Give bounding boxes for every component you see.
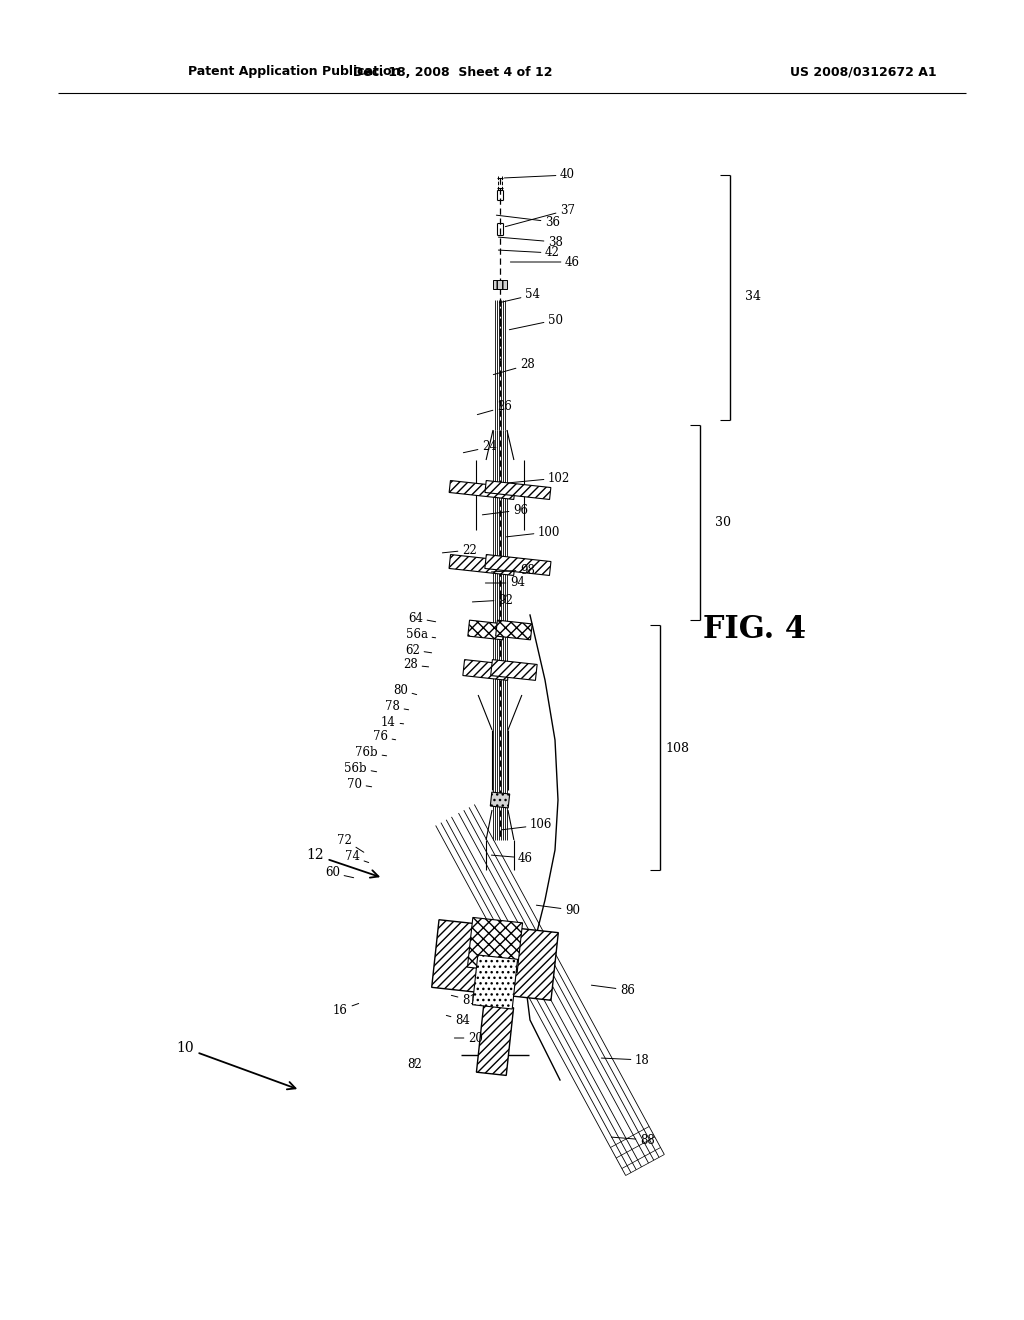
Text: 72: 72 [337, 833, 364, 853]
Text: FIG. 4: FIG. 4 [703, 615, 807, 645]
Text: 42: 42 [499, 247, 560, 260]
Text: 36: 36 [497, 215, 560, 228]
Text: 50: 50 [509, 314, 563, 330]
Text: Patent Application Publication: Patent Application Publication [188, 66, 400, 78]
Text: US 2008/0312672 A1: US 2008/0312672 A1 [790, 66, 937, 78]
Text: 22: 22 [442, 544, 477, 557]
Bar [468, 620, 505, 640]
Bar [450, 554, 515, 576]
Text: Dec. 18, 2008  Sheet 4 of 12: Dec. 18, 2008 Sheet 4 of 12 [353, 66, 553, 78]
Bar [490, 792, 510, 808]
Text: 86: 86 [592, 983, 635, 997]
Text: 24: 24 [463, 441, 497, 454]
Bar [432, 920, 558, 1001]
Text: 26: 26 [477, 400, 512, 414]
Text: 62: 62 [406, 644, 432, 656]
Text: 20: 20 [455, 1031, 483, 1044]
Text: 12: 12 [306, 847, 379, 878]
Bar [467, 917, 522, 973]
Text: 90: 90 [537, 903, 580, 916]
Text: 56a: 56a [406, 628, 435, 642]
Text: 74: 74 [345, 850, 369, 863]
Bar [493, 280, 507, 289]
Bar [472, 954, 517, 1008]
Bar [490, 660, 538, 680]
Text: 102: 102 [508, 471, 570, 484]
Bar [496, 620, 532, 640]
Text: 100: 100 [507, 525, 560, 539]
Text: 98: 98 [492, 564, 535, 577]
Text: 18: 18 [601, 1053, 650, 1067]
Text: 92: 92 [472, 594, 513, 606]
Text: 38: 38 [499, 235, 563, 248]
Text: 81: 81 [452, 994, 477, 1006]
Text: 37: 37 [505, 203, 575, 227]
Bar [484, 554, 551, 576]
Text: 40: 40 [505, 169, 575, 181]
Text: 70: 70 [347, 777, 372, 791]
Text: 10: 10 [176, 1041, 296, 1089]
Bar [463, 660, 509, 680]
Text: 108: 108 [665, 742, 689, 755]
Text: 64: 64 [408, 611, 435, 624]
Text: 84: 84 [446, 1014, 470, 1027]
Text: 56b: 56b [344, 762, 377, 775]
Bar [476, 1005, 514, 1076]
Text: 76: 76 [373, 730, 395, 743]
Text: 14: 14 [381, 715, 403, 729]
Text: 96: 96 [482, 503, 528, 516]
Text: 106: 106 [502, 818, 552, 832]
Text: 54: 54 [500, 289, 540, 302]
Text: 34: 34 [745, 290, 761, 304]
Text: 88: 88 [611, 1134, 654, 1147]
Bar [485, 480, 551, 499]
Text: 60: 60 [325, 866, 353, 879]
Bar [450, 480, 515, 499]
Text: 46: 46 [492, 851, 534, 865]
Text: 16: 16 [333, 1003, 358, 1016]
Text: 28: 28 [403, 659, 429, 672]
Text: 46: 46 [510, 256, 580, 268]
Text: 28: 28 [494, 359, 535, 375]
Text: 78: 78 [385, 701, 409, 714]
Text: 80: 80 [393, 684, 417, 697]
Text: 30: 30 [715, 516, 731, 528]
Text: 82: 82 [408, 1059, 422, 1072]
Text: 76b: 76b [355, 747, 387, 759]
Text: 94: 94 [485, 577, 525, 590]
